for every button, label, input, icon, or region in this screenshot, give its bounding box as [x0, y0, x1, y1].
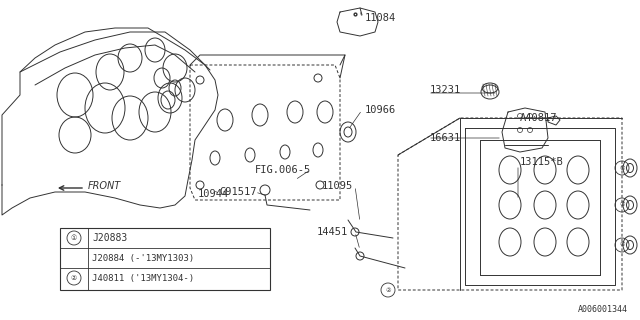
- Text: ①: ①: [619, 165, 625, 171]
- Text: 16631: 16631: [430, 133, 461, 143]
- Text: FRONT: FRONT: [88, 181, 121, 191]
- Text: ①: ①: [619, 203, 625, 207]
- Text: 13231: 13231: [430, 85, 461, 95]
- Text: 10944: 10944: [198, 189, 229, 199]
- Text: J40811 ('13MY1304-): J40811 ('13MY1304-): [92, 274, 194, 283]
- Text: 11084: 11084: [365, 13, 396, 23]
- Text: J20884 (-'13MY1303): J20884 (-'13MY1303): [92, 253, 194, 262]
- Text: ①: ①: [71, 235, 77, 241]
- Text: FIG.006-5: FIG.006-5: [255, 165, 311, 175]
- Bar: [60, 228, 270, 290]
- Text: A40817: A40817: [520, 113, 557, 123]
- Text: G91517: G91517: [220, 187, 257, 197]
- Text: 14451: 14451: [317, 227, 348, 237]
- Text: ②: ②: [385, 287, 391, 292]
- Text: ①: ①: [619, 243, 625, 247]
- Text: A006001344: A006001344: [578, 305, 628, 314]
- Text: 11095: 11095: [322, 181, 353, 191]
- Text: 13115*B: 13115*B: [520, 157, 564, 167]
- Text: ②: ②: [71, 275, 77, 281]
- Text: J20883: J20883: [92, 233, 127, 243]
- Text: 10966: 10966: [365, 105, 396, 115]
